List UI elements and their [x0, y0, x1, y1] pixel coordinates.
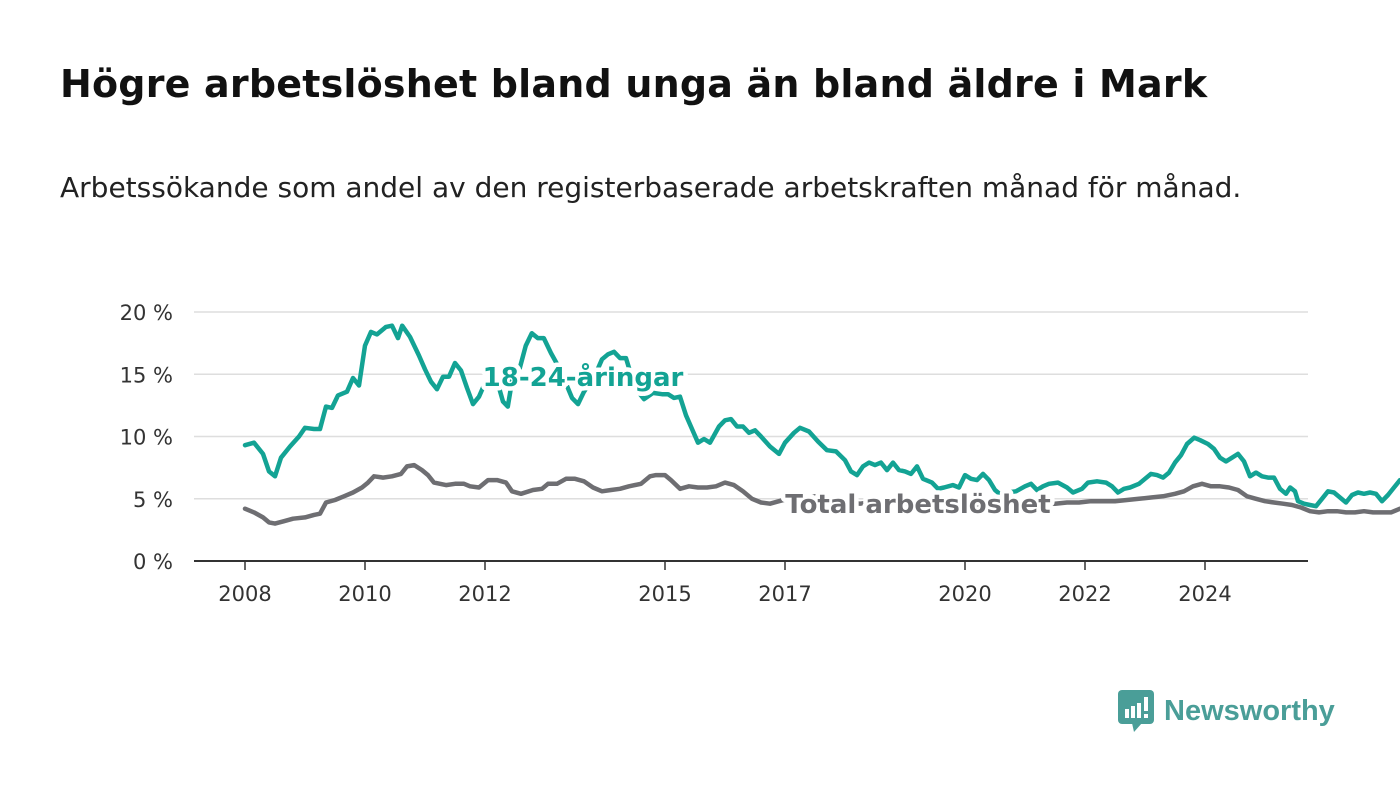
line-chart: 0 %5 %10 %15 %20 % 2008 2010 2012 2015 2017 2… [120, 301, 1400, 606]
series-labels: 7,3 %18-24-åringar4,9 %Total arbetslöshe… [478, 357, 1055, 525]
newsworthy-logo-icon [1118, 690, 1154, 732]
series-label-youth: 18-24-åringar [483, 361, 684, 393]
y-tick-label: 15 % [120, 363, 173, 387]
series-line-total [242, 462, 1400, 526]
chart-subtitle: Arbetssökande som andel av den registerb… [60, 171, 1242, 204]
y-tick-label: 10 % [120, 426, 173, 450]
series-line-youth [242, 323, 1400, 509]
brand-logo: Newsworthy [1118, 690, 1335, 732]
x-tick-label: 2022 [1058, 582, 1111, 606]
brand-name: Newsworthy [1164, 694, 1335, 727]
x-tick-label: 2010 [338, 582, 391, 606]
y-tick-label: 0 % [133, 550, 173, 574]
x-tick-label: 2015 [638, 582, 691, 606]
x-tick-label: 2012 [458, 582, 511, 606]
series-label-total: Total arbetslöshet [785, 490, 1050, 520]
gridlines [194, 311, 1308, 562]
x-axis-ticks: 2008 2010 2012 2015 2017 2020 2022 2024 [218, 561, 1232, 606]
chart-title: Högre arbetslöshet bland unga än bland ä… [60, 62, 1208, 106]
x-tick-label: 2017 [758, 582, 811, 606]
y-tick-label: 20 % [120, 301, 173, 325]
x-tick-label: 2020 [938, 582, 991, 606]
y-axis-ticks: 0 % 5 % 10 % 15 % 20 % [120, 301, 173, 574]
x-tick-label: 2008 [218, 582, 271, 606]
series-lines [242, 323, 1400, 526]
x-tick-label: 2024 [1178, 582, 1231, 606]
y-tick-label: 5 % [133, 488, 173, 512]
